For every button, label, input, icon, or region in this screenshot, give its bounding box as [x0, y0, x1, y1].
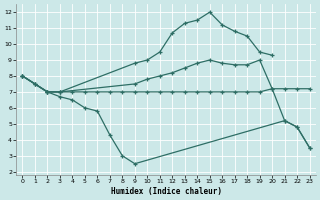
X-axis label: Humidex (Indice chaleur): Humidex (Indice chaleur) — [110, 187, 221, 196]
